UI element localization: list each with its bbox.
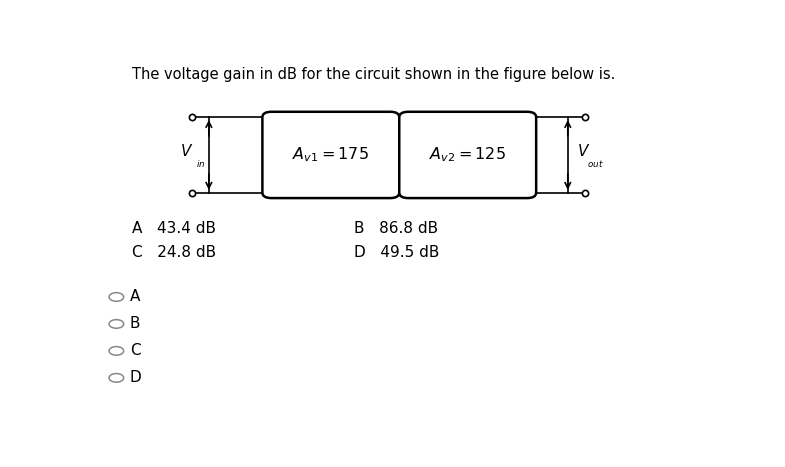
Text: $A_{v2}=125$: $A_{v2}=125$ bbox=[429, 146, 506, 164]
FancyBboxPatch shape bbox=[400, 112, 536, 198]
Text: $V$: $V$ bbox=[577, 143, 590, 159]
Text: $_{in}$: $_{in}$ bbox=[195, 156, 205, 169]
Text: D: D bbox=[130, 370, 141, 385]
Text: $V$: $V$ bbox=[181, 143, 194, 159]
Text: C   24.8 dB: C 24.8 dB bbox=[132, 245, 216, 260]
Text: $_{out}$: $_{out}$ bbox=[587, 157, 604, 170]
FancyBboxPatch shape bbox=[262, 112, 400, 198]
Text: A   43.4 dB: A 43.4 dB bbox=[132, 221, 216, 236]
Text: B   86.8 dB: B 86.8 dB bbox=[353, 221, 438, 236]
Text: The voltage gain in dB for the circuit shown in the figure below is.: The voltage gain in dB for the circuit s… bbox=[132, 67, 615, 82]
Text: A: A bbox=[130, 290, 141, 304]
Text: B: B bbox=[130, 317, 141, 332]
Text: D   49.5 dB: D 49.5 dB bbox=[353, 245, 439, 260]
Text: $A_{v1}=175$: $A_{v1}=175$ bbox=[293, 146, 369, 164]
Text: C: C bbox=[130, 343, 141, 358]
